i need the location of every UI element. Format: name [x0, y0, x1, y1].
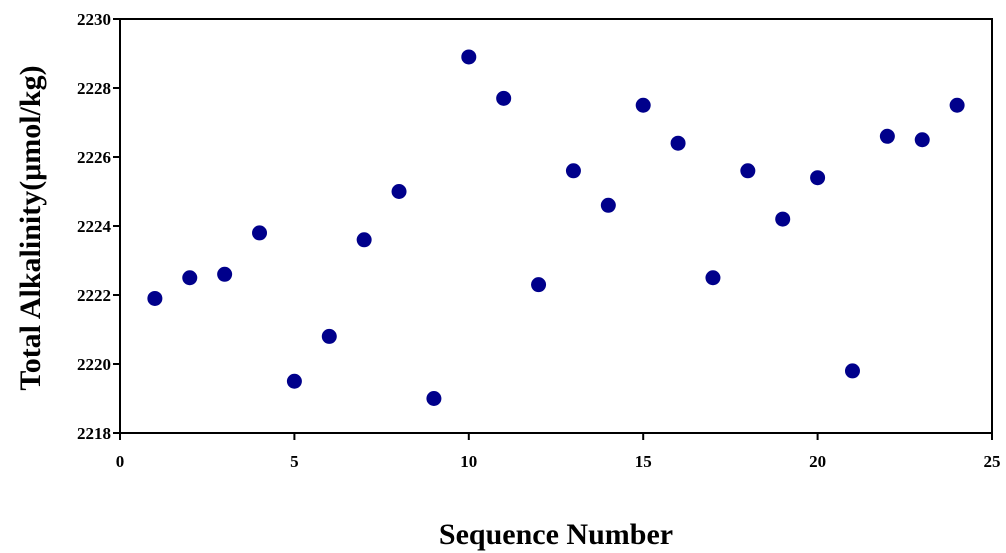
data-point — [635, 97, 651, 113]
y-axis: 2218 2220 2222 2224 2226 2228 2230 — [77, 10, 120, 443]
data-point — [844, 363, 860, 379]
data-points — [147, 49, 965, 406]
y-tick-label: 2228 — [77, 79, 111, 98]
data-point — [496, 90, 512, 106]
data-point — [531, 277, 547, 293]
data-point — [879, 128, 895, 144]
data-point — [914, 132, 930, 148]
x-tick-label: 10 — [460, 452, 477, 471]
plot-frame — [119, 18, 993, 434]
y-tick-label: 2224 — [77, 217, 112, 236]
y-axis-title: Total Alkalinity(μmol/kg) — [14, 65, 47, 390]
x-tick-label: 25 — [984, 452, 1001, 471]
data-point — [600, 197, 616, 213]
data-point — [775, 211, 791, 227]
x-tick-label: 0 — [116, 452, 125, 471]
data-point — [321, 328, 337, 344]
x-axis: 0 5 10 15 20 25 — [116, 433, 1001, 471]
x-axis-title: Sequence Number — [439, 518, 673, 551]
y-tick-label: 2220 — [77, 355, 111, 374]
data-point — [810, 170, 826, 186]
data-point — [147, 290, 163, 306]
data-point — [949, 97, 965, 113]
x-tick-label: 15 — [635, 452, 652, 471]
data-point — [740, 163, 756, 179]
data-point — [252, 225, 268, 241]
data-point — [565, 163, 581, 179]
plot-area — [119, 18, 993, 434]
y-tick-label: 2226 — [77, 148, 111, 167]
y-tick-label: 2222 — [77, 286, 111, 305]
x-tick-label: 20 — [809, 452, 826, 471]
data-point — [286, 373, 302, 389]
data-point — [217, 266, 233, 282]
data-point — [426, 391, 442, 406]
y-tick-label: 2218 — [77, 424, 111, 443]
x-tick-label: 5 — [290, 452, 299, 471]
data-point — [356, 232, 372, 248]
data-point — [705, 270, 721, 286]
y-tick-label: 2230 — [77, 10, 111, 29]
data-point — [182, 270, 198, 286]
data-point — [670, 135, 686, 151]
data-point — [461, 49, 477, 65]
data-point — [391, 184, 407, 199]
